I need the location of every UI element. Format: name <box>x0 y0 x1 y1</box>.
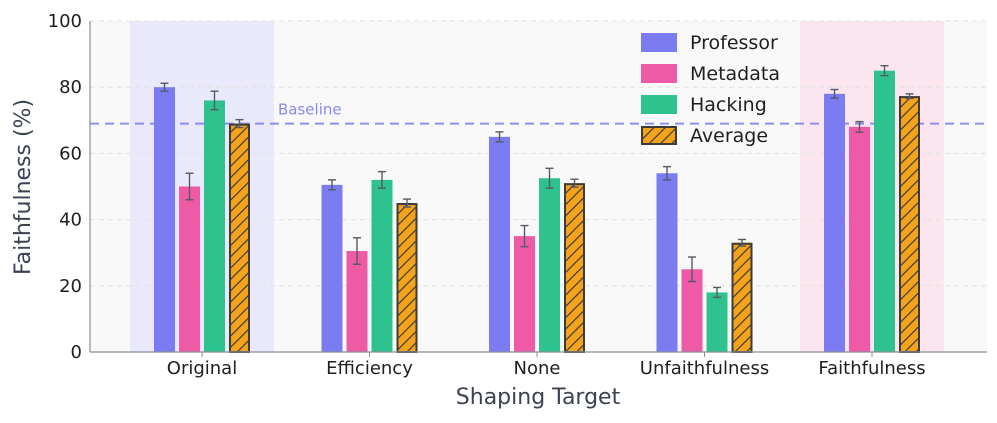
bar-metadata-original <box>179 186 200 352</box>
error-bar-metadata-none <box>520 224 529 248</box>
error-bar-hacking-none <box>545 167 554 189</box>
bar-professor-unfaithfulness <box>656 173 678 352</box>
x-tick-label-efficiency: Efficiency <box>326 358 413 379</box>
error-bar-metadata-original <box>185 172 194 201</box>
x-axis-label: Shaping Target <box>456 385 621 410</box>
bar-average-original-hatch <box>229 123 250 352</box>
error-bar-average-original <box>235 118 244 129</box>
error-bar-metadata-unfaithfulness <box>688 256 696 283</box>
legend-label-hacking: Hacking <box>690 94 767 116</box>
legend-item-hacking: Hacking <box>641 94 767 116</box>
error-bar-professor-original <box>160 82 169 92</box>
legend-item-average: Average <box>641 125 768 147</box>
bar-hacking-unfaithfulness <box>706 292 728 352</box>
legend: Professor Metadata Hacking Average <box>641 32 780 147</box>
legend-item-metadata: Metadata <box>641 63 780 85</box>
legend-swatch-professor <box>641 33 677 52</box>
legend-label-metadata: Metadata <box>690 63 780 85</box>
error-bar-average-none <box>570 178 579 188</box>
baseline-label: Baseline <box>278 101 342 119</box>
error-bar-average-efficiency <box>403 198 411 208</box>
bar-hacking-original <box>204 100 225 352</box>
error-bar-professor-efficiency <box>328 179 336 191</box>
bar-average-none-hatch <box>564 183 585 352</box>
y-tick-label: 60 <box>59 143 82 164</box>
x-tick-label-faithfulness: Faithfulness <box>818 358 925 379</box>
bar-metadata-unfaithfulness <box>681 269 703 352</box>
error-bar-average-faithfulness <box>905 93 914 100</box>
error-bar-average-unfaithfulness <box>738 238 746 247</box>
error-bar-professor-faithfulness <box>830 88 839 99</box>
y-ticks: 0 20 40 60 80 100 <box>48 11 82 363</box>
error-bar-hacking-faithfulness <box>880 64 889 77</box>
bar-professor-faithfulness <box>824 93 845 352</box>
y-tick-label: 20 <box>59 276 82 297</box>
highlight-band-original <box>130 21 274 352</box>
bar-average-efficiency-hatch <box>396 203 418 352</box>
axes <box>89 21 987 353</box>
bar-average-unfaithfulness-hatch <box>731 242 753 352</box>
error-bar-professor-unfaithfulness <box>663 165 671 181</box>
x-tick-label-unfaithfulness: Unfaithfulness <box>640 358 769 379</box>
x-tick-label-none: None <box>514 358 561 379</box>
error-bar-hacking-unfaithfulness <box>713 286 721 299</box>
error-bar-professor-none <box>495 131 504 143</box>
y-tick-label: 0 <box>71 342 82 363</box>
legend-swatch-metadata <box>641 64 677 83</box>
bar-average-faithfulness-hatch <box>899 96 920 353</box>
error-bar-hacking-efficiency <box>378 170 386 189</box>
y-tick-label: 40 <box>59 210 82 231</box>
legend-label-average: Average <box>690 125 768 147</box>
bars <box>154 64 920 354</box>
x-ticks: Original Efficiency None Unfaithfulness Fait… <box>167 352 926 379</box>
bar-hacking-faithfulness <box>874 70 895 353</box>
error-bar-metadata-faithfulness <box>855 120 864 133</box>
bar-metadata-efficiency <box>346 251 368 352</box>
y-tick-label: 100 <box>48 11 82 32</box>
baseline-group: Baseline <box>90 101 987 125</box>
bar-metadata-faithfulness <box>849 126 870 352</box>
bar-metadata-none <box>514 236 535 352</box>
bar-hacking-efficiency <box>371 179 393 352</box>
bar-professor-efficiency <box>321 184 343 352</box>
bar-hacking-none <box>539 178 560 352</box>
error-bar-metadata-efficiency <box>353 237 361 265</box>
error-bar-hacking-original <box>210 90 219 111</box>
highlight-band-faithfulness <box>800 21 944 352</box>
legend-label-professor: Professor <box>690 32 778 54</box>
x-tick-label-original: Original <box>167 358 237 379</box>
y-axis-label: Faithfulness (%) <box>11 99 36 275</box>
legend-item-professor: Professor <box>641 32 778 54</box>
y-tick-label: 80 <box>59 77 82 98</box>
legend-swatch-hacking <box>641 95 677 114</box>
bar-professor-original <box>154 87 175 352</box>
bar-professor-none <box>489 136 510 352</box>
